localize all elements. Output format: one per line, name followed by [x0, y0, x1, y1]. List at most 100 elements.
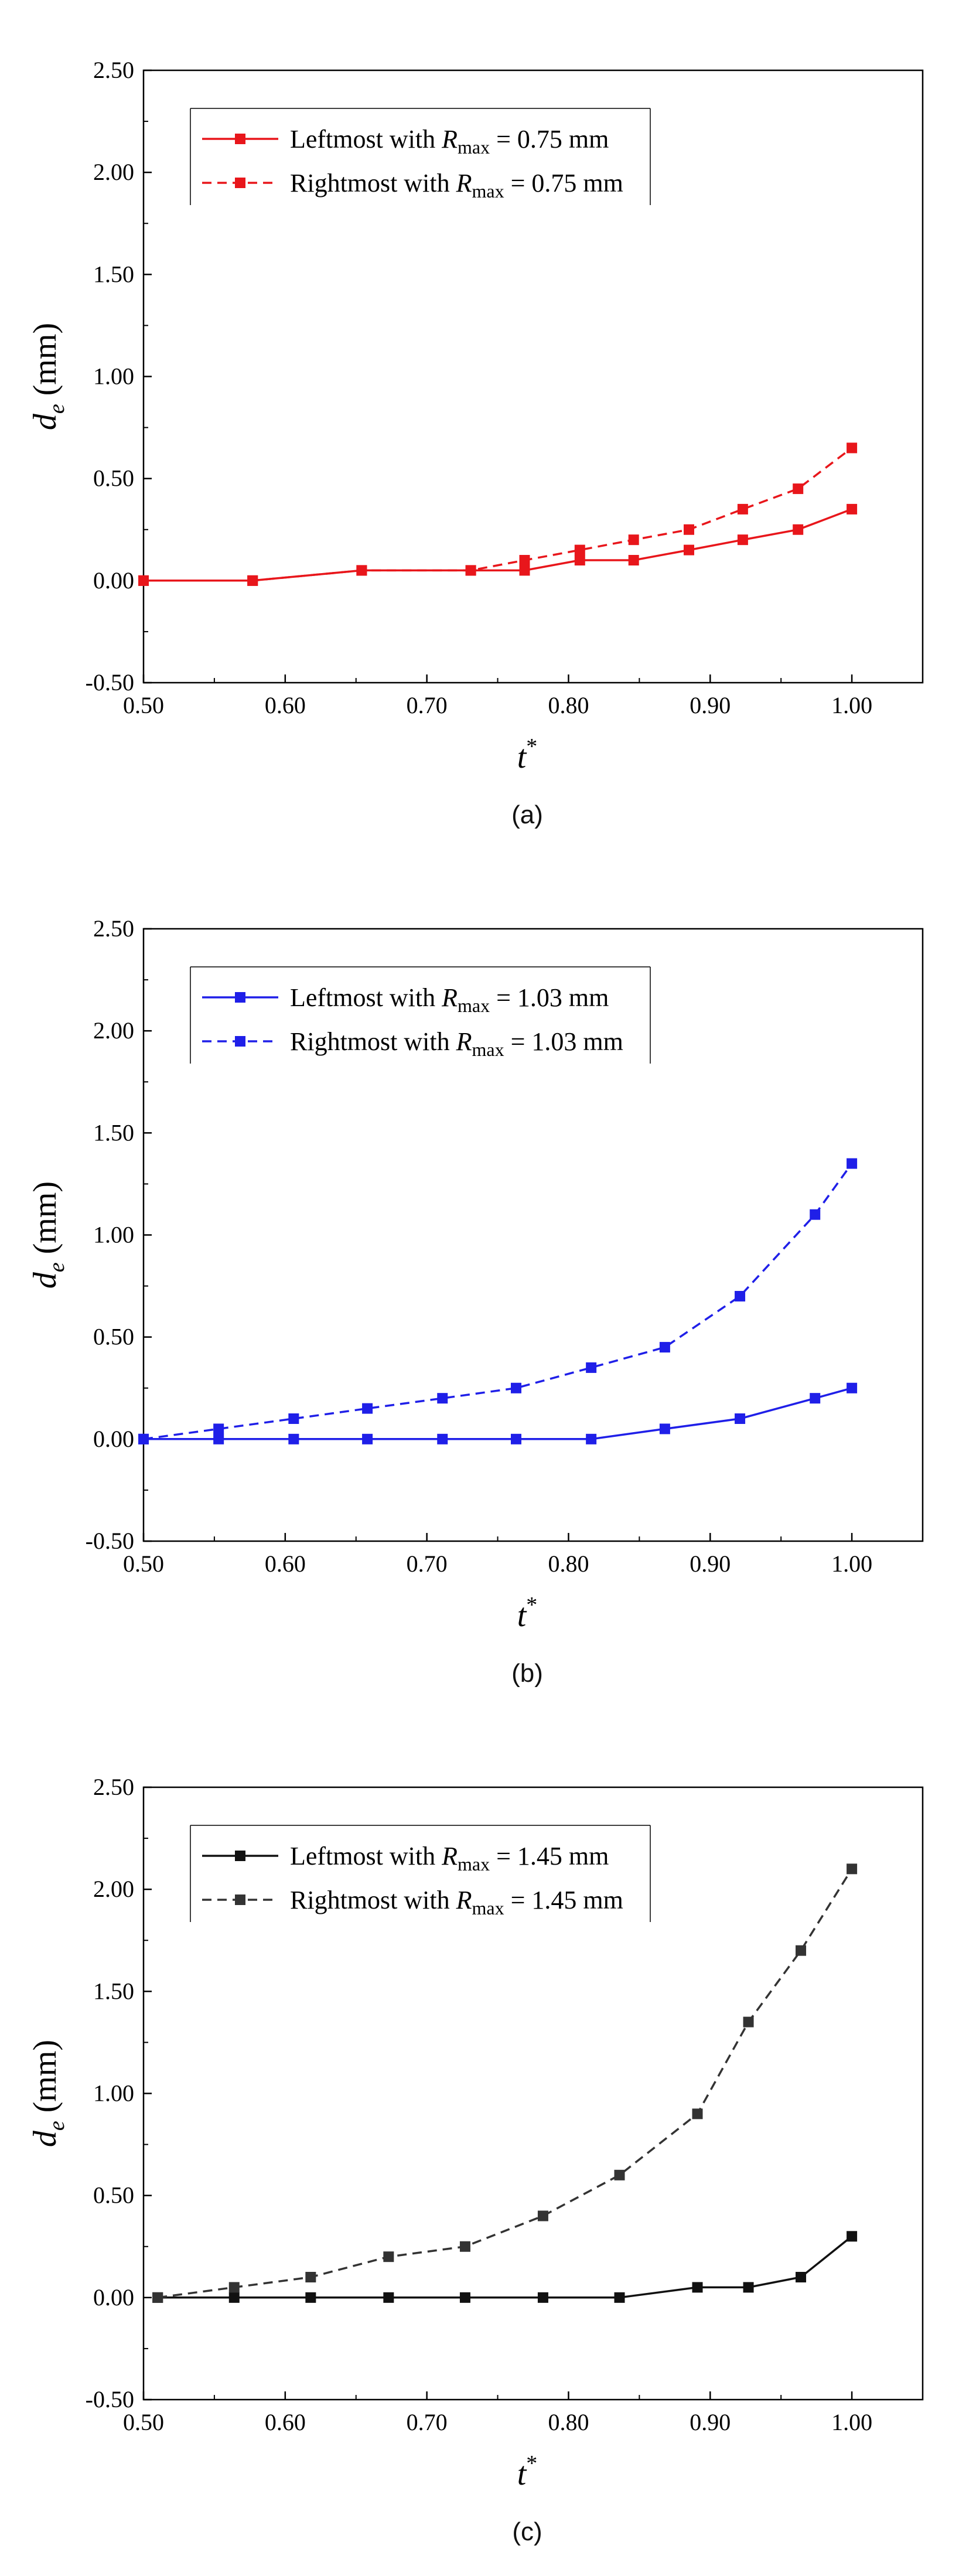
data-point — [793, 524, 804, 535]
legend-rmax-subscript: max — [458, 995, 490, 1016]
data-point — [735, 1291, 746, 1301]
legend-rmax-subscript: max — [472, 1897, 504, 1919]
y-tick-label: 2.50 — [93, 57, 134, 83]
legend-label-leftmost: Leftmost with Rmax = 0.75 mm — [290, 125, 609, 158]
x-tick-label: 0.50 — [123, 692, 164, 718]
y-tick-label: 1.00 — [93, 363, 134, 390]
y-axis-unit: (mm) — [27, 1181, 63, 1262]
y-axis-title: de (mm) — [27, 2040, 69, 2147]
x-axis-title: t* — [517, 734, 538, 775]
data-point — [847, 2231, 858, 2242]
data-point — [847, 1863, 858, 1875]
legend-label-rightmost: Rightmost with Rmax = 1.45 mm — [290, 1886, 623, 1919]
legend-series-name: Leftmost with — [290, 983, 442, 1012]
x-tick-label: 0.70 — [407, 1551, 448, 1577]
data-point — [628, 534, 639, 546]
y-tick-label: -0.50 — [86, 2386, 134, 2413]
legend-rmax-value: = 0.75 mm — [504, 169, 623, 197]
data-point — [519, 565, 530, 576]
data-point — [510, 1382, 521, 1393]
x-tick-label: 0.50 — [123, 2409, 164, 2435]
data-point — [383, 2251, 394, 2262]
data-point — [138, 1433, 149, 1444]
data-point — [847, 442, 858, 454]
data-point — [305, 2292, 316, 2303]
x-tick-label: 0.60 — [265, 2409, 306, 2435]
series-line-rightmost — [157, 1868, 853, 2299]
x-tick-label: 1.00 — [831, 692, 872, 718]
legend-marker — [235, 1851, 245, 1861]
legend-rmax-subscript: max — [458, 1853, 490, 1875]
y-tick-label: 0.50 — [93, 1324, 134, 1350]
y-axis-title: de (mm) — [27, 323, 69, 430]
data-point — [383, 2292, 394, 2303]
data-point — [305, 2272, 316, 2282]
y-axis-subscript: e — [45, 1262, 69, 1272]
y-tick-label: 1.50 — [93, 1978, 134, 2004]
x-axis-symbol: t — [517, 1597, 527, 1634]
legend-rmax-value: = 1.03 mm — [504, 1027, 623, 1056]
legend-marker — [235, 992, 245, 1003]
legend: Leftmost with Rmax = 1.45 mm Rightmost wi… — [190, 1825, 651, 1922]
y-tick-label: 0.50 — [93, 2182, 134, 2209]
legend-series-name: Rightmost with — [290, 1027, 456, 1056]
legend-rmax-symbol: R — [441, 125, 458, 154]
x-tick-label: 0.80 — [548, 2409, 589, 2435]
data-point — [138, 575, 149, 586]
data-point — [810, 1393, 821, 1404]
legend-rmax-subscript: max — [472, 180, 504, 202]
data-point — [684, 524, 694, 535]
legend-rmax-subscript: max — [458, 137, 490, 158]
data-point — [692, 2282, 703, 2293]
y-tick-label: 0.00 — [93, 567, 134, 594]
plot-frame — [142, 928, 924, 1542]
y-axis-symbol: d — [27, 413, 63, 430]
x-tick-label: 0.50 — [123, 1551, 164, 1577]
data-point — [437, 1393, 448, 1404]
y-tick-label: 0.00 — [93, 2284, 134, 2311]
data-point — [793, 483, 804, 495]
panel-caption: (b) — [511, 1659, 543, 1688]
data-point — [628, 555, 639, 565]
data-point — [459, 2241, 470, 2252]
y-tick-label: 2.50 — [93, 915, 134, 942]
legend-rmax-value: = 1.03 mm — [490, 983, 609, 1012]
data-point — [614, 2292, 625, 2303]
y-axis-unit: (mm) — [27, 2040, 63, 2121]
data-point — [288, 1433, 299, 1444]
x-axis-superscript: * — [526, 734, 537, 759]
y-tick-label: 1.00 — [93, 2080, 134, 2107]
chart-panel-3: -0.50 0.00 0.50 1.00 1.50 2.00 2.50 0.50 0.60 0.7… — [27, 1774, 924, 2546]
x-tick-label: 0.70 — [407, 692, 448, 718]
legend-label-leftmost: Leftmost with Rmax = 1.45 mm — [290, 1842, 609, 1875]
legend-rmax-symbol: R — [456, 169, 472, 197]
plot-frame — [142, 69, 924, 684]
y-tick-label: -0.50 — [86, 669, 134, 696]
x-tick-label: 0.80 — [548, 692, 589, 718]
panel-caption: (a) — [511, 800, 543, 829]
y-tick-label: 2.00 — [93, 1876, 134, 1902]
data-point — [362, 1433, 373, 1444]
legend-marker — [235, 134, 245, 144]
y-axis-unit: (mm) — [27, 323, 63, 404]
legend-rmax-symbol: R — [441, 1842, 458, 1870]
legend-marker — [235, 178, 245, 188]
legend-label-rightmost: Rightmost with Rmax = 0.75 mm — [290, 169, 623, 202]
x-tick-label: 1.00 — [831, 1551, 872, 1577]
y-axis-subscript: e — [45, 2121, 69, 2131]
data-point — [519, 555, 530, 565]
data-point — [614, 2169, 625, 2180]
data-point — [288, 1413, 299, 1424]
data-point — [796, 2272, 807, 2282]
legend-marker — [235, 1036, 245, 1047]
legend-rmax-symbol: R — [456, 1027, 472, 1056]
legend-label-leftmost: Leftmost with Rmax = 1.03 mm — [290, 983, 609, 1016]
legend: Leftmost with Rmax = 1.03 mm Rightmost wi… — [190, 966, 651, 1064]
data-point — [847, 503, 858, 514]
legend-rmax-value: = 0.75 mm — [490, 125, 609, 154]
data-point — [362, 1403, 373, 1414]
y-axis-symbol: d — [27, 1272, 63, 1289]
data-point — [465, 565, 476, 576]
legend-marker — [235, 1894, 245, 1905]
